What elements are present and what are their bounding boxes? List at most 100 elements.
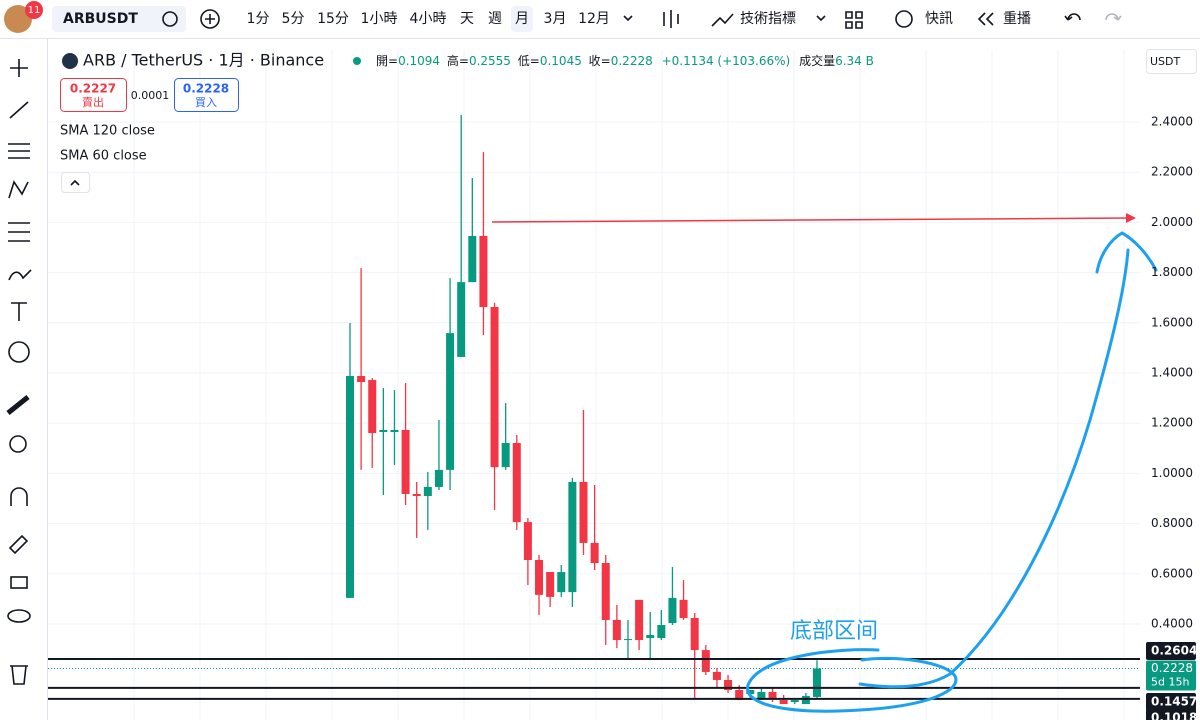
tool-text[interactable] [11,302,27,321]
candle-body [635,599,644,641]
candle-body [579,481,588,543]
candle-body [490,306,499,468]
tool-brush[interactable] [8,269,32,281]
label: 低= [518,54,540,68]
candle-body [801,696,810,705]
y-tick-label: 0.6000 [1151,566,1193,580]
sell-price[interactable]: 0.2227 [70,82,116,96]
candle-body [568,481,577,593]
interval[interactable]: 月 [515,11,529,27]
spread: 0.0001 [131,89,170,102]
candle-body [546,572,555,597]
undo[interactable] [1064,13,1081,21]
candle-body [412,493,421,496]
candle-body [701,650,710,672]
candle-body [401,429,410,494]
indicators[interactable]: 技術指標 [740,11,796,27]
interval[interactable]: 15分 [317,11,349,27]
chevron[interactable] [816,15,826,22]
interval[interactable]: 12月 [578,11,610,27]
price-tag-label: 0.1457 [1151,695,1197,709]
candle-body [423,486,432,496]
chart-type-icon[interactable] [663,10,679,28]
interval[interactable]: 5分 [282,11,305,27]
symbol[interactable]: ARBUSDT [63,11,138,27]
current-price-tag [1146,660,1196,691]
tool-lock[interactable] [10,576,28,589]
redo[interactable] [1105,13,1122,21]
buy-button[interactable] [174,78,239,112]
interval[interactable]: 週 [488,11,502,27]
tool-ruler[interactable] [6,395,30,415]
tool-lock-draw[interactable] [8,534,29,555]
interval[interactable]: 1分 [247,11,270,27]
sell-button[interactable] [60,78,127,112]
price-tag [1146,693,1196,711]
candle-body [690,617,699,651]
active-interval [511,6,533,32]
add-icon[interactable] [200,9,220,29]
alerts[interactable]: 快訊 [925,11,953,27]
study[interactable]: SMA 60 close [60,149,147,164]
currency-button[interactable] [1146,49,1197,74]
arrow-head [1126,213,1136,223]
price-tag-label: 0.2604 [1151,644,1197,658]
interval[interactable]: 1小時 [361,11,398,27]
y-tick-label: 2.0000 [1151,215,1193,229]
currency[interactable]: USDT [1150,55,1181,68]
label: 高= [447,53,469,68]
badge-count: 11 [28,5,41,16]
tool-emoji[interactable] [8,341,30,363]
candle-body [679,599,688,618]
value: 0.1094 [398,54,440,68]
y-tick-label: 2.2000 [1151,165,1193,179]
current-price-label: 0.2228 [1151,661,1193,675]
tool-cross[interactable] [10,59,28,77]
tool-forecast[interactable] [8,222,30,242]
icon[interactable] [162,11,178,27]
y-tick-label: 0.8000 [1151,516,1193,530]
tool-pattern[interactable] [8,180,29,199]
study[interactable]: SMA 120 close [60,124,155,139]
alert-icon[interactable] [895,10,913,28]
candle-body [523,522,532,560]
symbol-search[interactable] [52,6,186,32]
legend-title: ARB / TetherUS · 1月 · Binance [83,51,324,70]
interval[interactable]: 3月 [544,11,567,27]
candle-body [479,235,488,307]
buy-label[interactable]: 買入 [195,96,217,109]
candle-body [501,443,510,468]
candle-body [434,469,443,487]
interval[interactable]: 4小時 [410,11,447,27]
candle-body [612,619,621,641]
status-dot [353,57,361,65]
candle-body [346,376,354,598]
replay-icon[interactable] [977,12,994,26]
badge [25,1,43,19]
tool-trash[interactable] [10,665,28,685]
indicators-icon[interactable] [711,13,734,27]
price-tag [1146,642,1196,660]
avatar[interactable] [4,5,32,33]
candle-body [757,692,766,699]
tool-line[interactable] [9,101,29,119]
candle-body [512,443,521,523]
tool-zoom[interactable] [9,435,27,453]
tool-fib[interactable] [8,143,30,159]
replay[interactable]: 重播 [1003,11,1031,27]
coin-logo [62,53,78,69]
tool-magnet[interactable] [10,487,28,506]
interval[interactable]: 天 [460,11,474,27]
y-tick-label: 1.4000 [1151,366,1193,380]
tool-eye[interactable] [7,609,31,623]
candle-body [590,542,599,564]
buy-price[interactable]: 0.2228 [183,82,229,96]
chevron[interactable] [623,15,633,22]
sell-label[interactable]: 賣出 [82,95,104,109]
layout-icon[interactable] [845,11,863,29]
candle-body [390,429,399,432]
candle-body [379,429,388,432]
candle-body [724,679,733,691]
candle-body [557,572,566,593]
